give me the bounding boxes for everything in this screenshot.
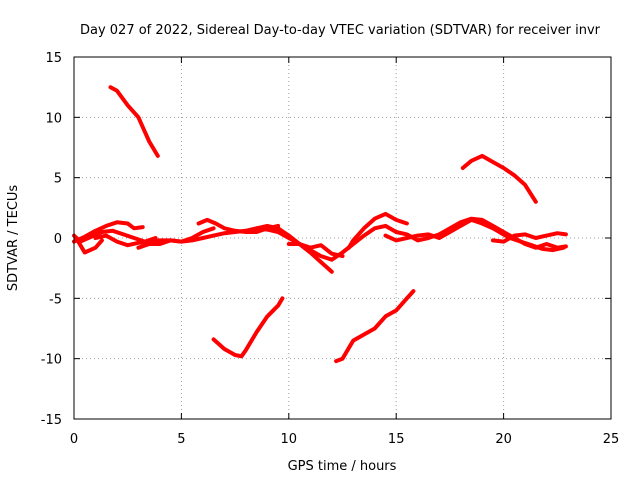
y-tick-label: -10 (41, 353, 62, 368)
y-tick-labels: -15 -10 -5 0 5 10 15 (41, 51, 62, 428)
series-arc-13 (490, 231, 568, 244)
x-tick-label: 0 (70, 432, 78, 447)
data-series (72, 85, 568, 364)
x-tick-label: 10 (281, 432, 298, 447)
series-arc-17 (211, 296, 285, 359)
x-tick-labels: 0 5 10 15 20 25 (70, 432, 619, 447)
series-arc-11 (383, 217, 506, 243)
x-tick-label: 25 (603, 432, 620, 447)
series-arc-15 (108, 85, 160, 158)
y-tick-label: 0 (54, 232, 62, 247)
y-axis-label: SDTVAR / TECUs (6, 185, 21, 292)
x-tick-label: 15 (388, 432, 405, 447)
series-arc-3 (76, 238, 104, 255)
x-axis-label: GPS time / hours (288, 459, 397, 474)
series-arc-7 (254, 223, 334, 274)
y-tick-label: 10 (45, 111, 62, 126)
x-tick-label: 20 (495, 432, 512, 447)
series-arc-2 (72, 228, 158, 244)
series-arc-6 (196, 217, 281, 234)
series-arc-4 (93, 226, 216, 248)
y-tick-label: -15 (41, 413, 62, 428)
series-arc-18 (334, 289, 416, 364)
series-arc-16 (460, 153, 538, 204)
series-arc-1 (72, 220, 145, 244)
y-tick-label: 15 (45, 51, 62, 66)
plot-frame (73, 56, 612, 420)
series-arc-9 (286, 242, 345, 259)
y-tick-label: -5 (49, 292, 62, 307)
series-arc-10 (346, 211, 409, 250)
chart-title: Day 027 of 2022, Sidereal Day-to-day VTE… (80, 23, 601, 38)
y-tick-label: 5 (54, 172, 62, 187)
series-arc-14 (497, 230, 566, 253)
x-tick-label: 5 (177, 432, 185, 447)
